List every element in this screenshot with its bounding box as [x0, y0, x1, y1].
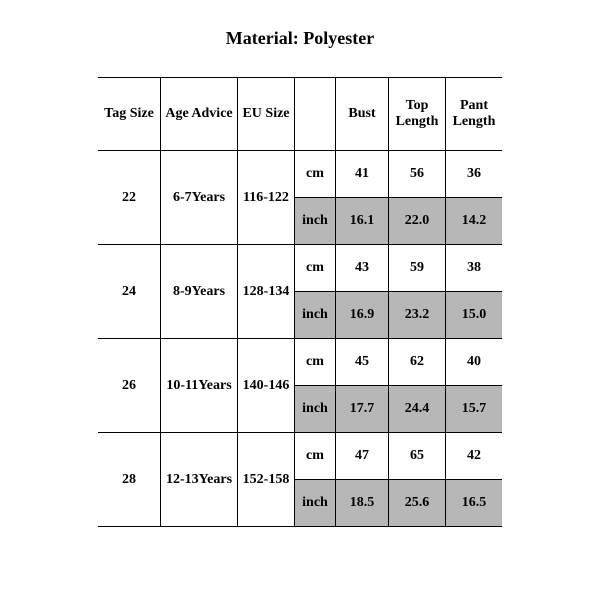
cell-top-cm: 56 — [389, 151, 446, 198]
cell-top-inch: 25.6 — [389, 480, 446, 527]
cell-unit-cm: cm — [295, 245, 336, 292]
cell-pant-cm: 36 — [446, 151, 503, 198]
cell-tag-size: 22 — [98, 151, 161, 245]
cell-eu-size: 128-134 — [238, 245, 295, 339]
col-top-length: TopLength — [389, 78, 446, 151]
cell-tag-size: 28 — [98, 433, 161, 527]
table-header-row: Tag Size Age Advice EU Size Bust TopLeng… — [98, 78, 502, 151]
col-bust: Bust — [336, 78, 389, 151]
cell-eu-size: 116-122 — [238, 151, 295, 245]
cell-unit-cm: cm — [295, 151, 336, 198]
cell-pant-inch: 15.7 — [446, 386, 503, 433]
page-title: Material: Polyester — [0, 28, 600, 49]
col-age-advice: Age Advice — [161, 78, 238, 151]
page: Material: Polyester Tag Size Age Advice … — [0, 0, 600, 600]
cell-unit-inch: inch — [295, 198, 336, 245]
cell-tag-size: 26 — [98, 339, 161, 433]
cell-tag-size: 24 — [98, 245, 161, 339]
cell-pant-inch: 15.0 — [446, 292, 503, 339]
size-table: Tag Size Age Advice EU Size Bust TopLeng… — [98, 77, 502, 527]
cell-pant-cm: 38 — [446, 245, 503, 292]
table-row: 28 12-13Years 152-158 cm 47 65 42 — [98, 433, 502, 480]
cell-eu-size: 152-158 — [238, 433, 295, 527]
cell-top-inch: 22.0 — [389, 198, 446, 245]
cell-unit-cm: cm — [295, 433, 336, 480]
cell-bust-inch: 18.5 — [336, 480, 389, 527]
cell-bust-cm: 47 — [336, 433, 389, 480]
cell-age-advice: 8-9Years — [161, 245, 238, 339]
cell-age-advice: 6-7Years — [161, 151, 238, 245]
cell-bust-inch: 17.7 — [336, 386, 389, 433]
cell-pant-cm: 40 — [446, 339, 503, 386]
cell-unit-inch: inch — [295, 386, 336, 433]
cell-top-cm: 62 — [389, 339, 446, 386]
cell-bust-cm: 41 — [336, 151, 389, 198]
table-row: 26 10-11Years 140-146 cm 45 62 40 — [98, 339, 502, 386]
cell-bust-inch: 16.1 — [336, 198, 389, 245]
cell-unit-inch: inch — [295, 480, 336, 527]
cell-unit-cm: cm — [295, 339, 336, 386]
table-row: 22 6-7Years 116-122 cm 41 56 36 — [98, 151, 502, 198]
cell-top-cm: 59 — [389, 245, 446, 292]
col-eu-size: EU Size — [238, 78, 295, 151]
cell-bust-cm: 45 — [336, 339, 389, 386]
cell-bust-inch: 16.9 — [336, 292, 389, 339]
col-tag-size: Tag Size — [98, 78, 161, 151]
cell-eu-size: 140-146 — [238, 339, 295, 433]
cell-age-advice: 12-13Years — [161, 433, 238, 527]
cell-top-cm: 65 — [389, 433, 446, 480]
cell-bust-cm: 43 — [336, 245, 389, 292]
cell-top-inch: 23.2 — [389, 292, 446, 339]
cell-pant-inch: 14.2 — [446, 198, 503, 245]
col-unit — [295, 78, 336, 151]
col-pant-length: PantLength — [446, 78, 503, 151]
cell-pant-inch: 16.5 — [446, 480, 503, 527]
cell-age-advice: 10-11Years — [161, 339, 238, 433]
cell-top-inch: 24.4 — [389, 386, 446, 433]
cell-pant-cm: 42 — [446, 433, 503, 480]
table-row: 24 8-9Years 128-134 cm 43 59 38 — [98, 245, 502, 292]
cell-unit-inch: inch — [295, 292, 336, 339]
